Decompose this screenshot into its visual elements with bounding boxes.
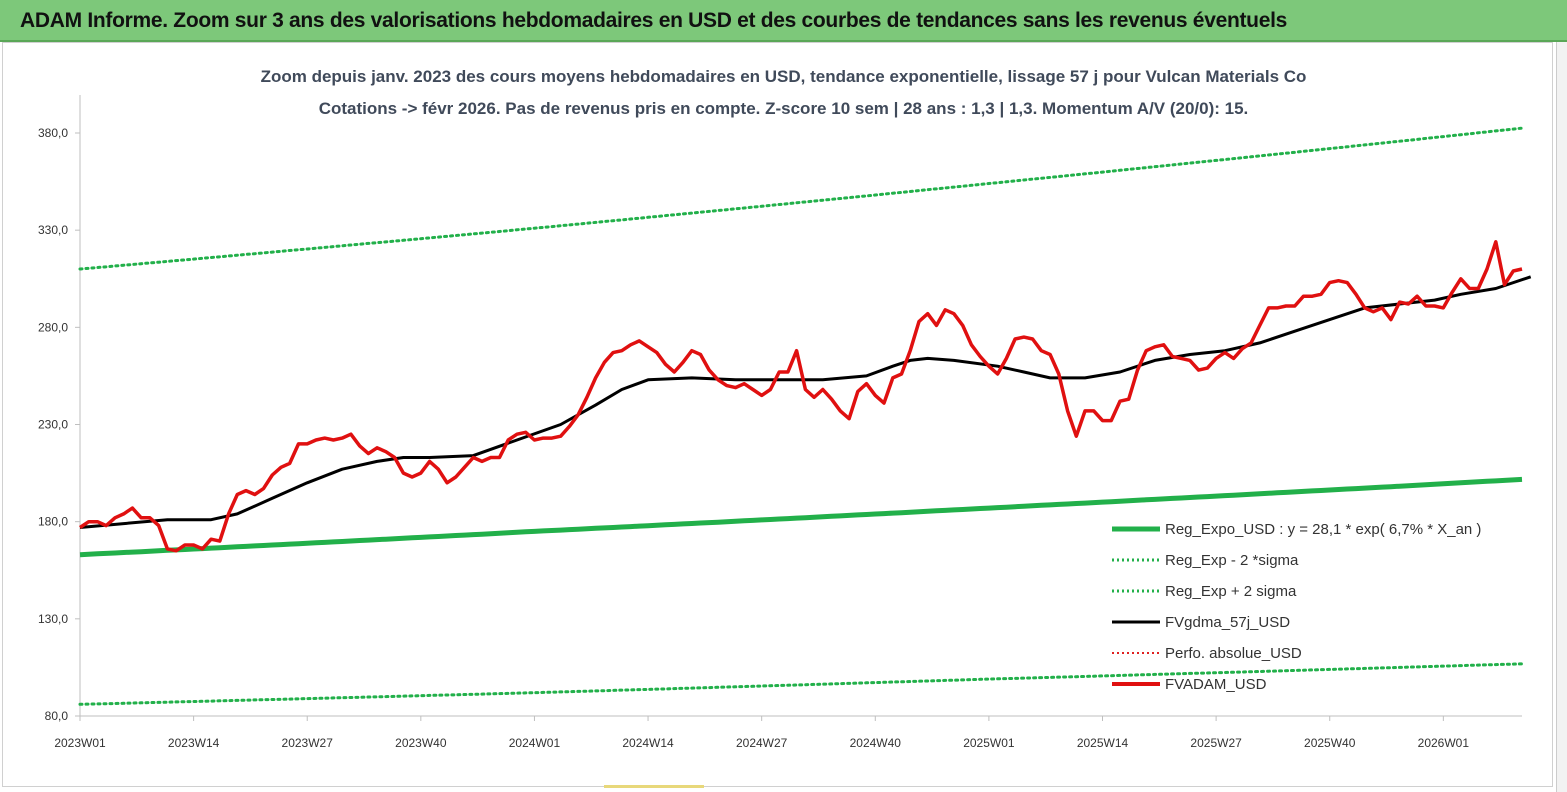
fvgdma-line bbox=[79, 275, 1532, 529]
fvadam-line bbox=[79, 240, 1523, 553]
x-tick-label: 2023W01 bbox=[54, 736, 106, 750]
x-tick-label: 2025W14 bbox=[1077, 736, 1129, 750]
report-banner: ADAM Informe. Zoom sur 3 ans des valoris… bbox=[0, 0, 1567, 42]
y-tick-label: 230,0 bbox=[38, 418, 68, 432]
chart-subtitle: Cotations -> févr 2026. Pas de revenus p… bbox=[318, 99, 1249, 118]
reg-plus-2sigma-line bbox=[78, 126, 1524, 271]
x-tick-label: 2023W27 bbox=[282, 736, 334, 750]
y-tick-label: 280,0 bbox=[38, 320, 68, 334]
legend-label: FVADAM_USD bbox=[1165, 676, 1267, 693]
legend-label: Reg_Expo_USD : y = 28,1 * exp( 6,7% * X_… bbox=[1165, 521, 1481, 538]
x-tick-label: 2024W40 bbox=[850, 736, 902, 750]
legend-label: Reg_Exp + 2 sigma bbox=[1165, 583, 1297, 600]
reg-minus-2sigma-line bbox=[78, 662, 1524, 706]
legend-label: FVgdma_57j_USD bbox=[1165, 614, 1290, 631]
chart-title: Zoom depuis janv. 2023 des cours moyens … bbox=[260, 67, 1307, 86]
legend-label: Perfo. absolue_USD bbox=[1165, 645, 1302, 662]
x-tick-label: 2024W27 bbox=[736, 736, 788, 750]
x-tick-label: 2025W01 bbox=[963, 736, 1015, 750]
x-tick-label: 2025W27 bbox=[1190, 736, 1242, 750]
chart-frame bbox=[2, 42, 1553, 787]
chart-series bbox=[78, 126, 1532, 706]
x-tick-label: 2023W14 bbox=[168, 736, 220, 750]
y-tick-label: 130,0 bbox=[38, 612, 68, 626]
report-title: ADAM Informe. Zoom sur 3 ans des valoris… bbox=[20, 9, 1287, 32]
reg-expo-line bbox=[79, 476, 1523, 558]
x-tick-label: 2023W40 bbox=[395, 736, 447, 750]
x-tick-label: 2025W40 bbox=[1304, 736, 1356, 750]
x-tick-label: 2024W14 bbox=[622, 736, 674, 750]
legend-label: Reg_Exp - 2 *sigma bbox=[1165, 552, 1299, 569]
y-tick-label: 180,0 bbox=[38, 515, 68, 529]
vertical-scrollbar[interactable] bbox=[1556, 42, 1567, 792]
y-tick-label: 330,0 bbox=[38, 223, 68, 237]
y-tick-label: 80,0 bbox=[45, 709, 69, 723]
y-tick-label: 380,0 bbox=[38, 126, 68, 140]
resize-handle[interactable] bbox=[604, 785, 704, 788]
x-tick-label: 2026W01 bbox=[1418, 736, 1470, 750]
x-tick-label: 2024W01 bbox=[509, 736, 561, 750]
chart-axes: 80,0 130,0 180,0 230,0 280,0 330,0 380,0 2023W0… bbox=[38, 95, 1522, 750]
chart-legend: Reg_Expo_USD : y = 28,1 * exp( 6,7% * X_… bbox=[1112, 521, 1481, 693]
